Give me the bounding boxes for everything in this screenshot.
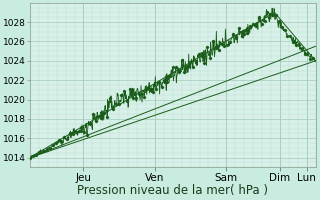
X-axis label: Pression niveau de la mer( hPa ): Pression niveau de la mer( hPa ) <box>77 184 268 197</box>
